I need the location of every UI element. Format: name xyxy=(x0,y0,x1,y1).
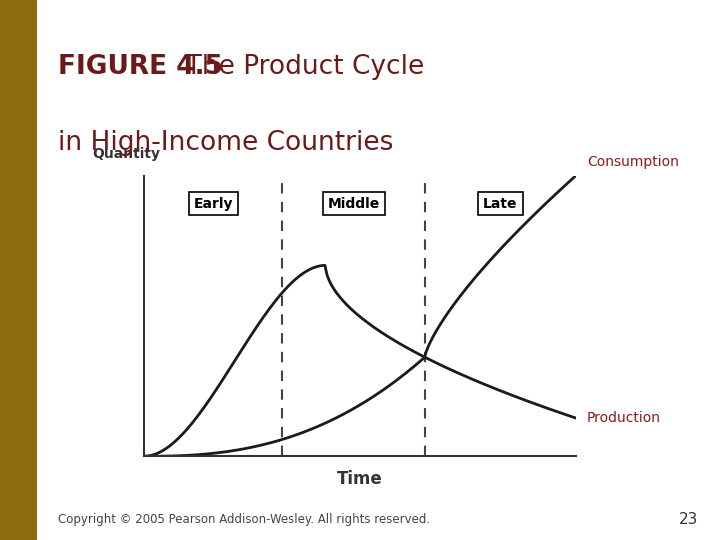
Text: Middle: Middle xyxy=(328,197,379,211)
Text: 23: 23 xyxy=(679,511,698,526)
Text: in High-Income Countries: in High-Income Countries xyxy=(58,130,393,156)
Text: Consumption: Consumption xyxy=(587,154,679,168)
Text: FIGURE 4.5: FIGURE 4.5 xyxy=(58,54,222,80)
Text: Production: Production xyxy=(587,411,661,425)
Text: Early: Early xyxy=(194,197,233,211)
X-axis label: Time: Time xyxy=(337,470,383,488)
Text: The Product Cycle: The Product Cycle xyxy=(169,54,425,80)
Text: Copyright © 2005 Pearson Addison-Wesley. All rights reserved.: Copyright © 2005 Pearson Addison-Wesley.… xyxy=(58,514,430,526)
Text: Late: Late xyxy=(483,197,518,211)
Text: Quantity: Quantity xyxy=(92,147,160,161)
